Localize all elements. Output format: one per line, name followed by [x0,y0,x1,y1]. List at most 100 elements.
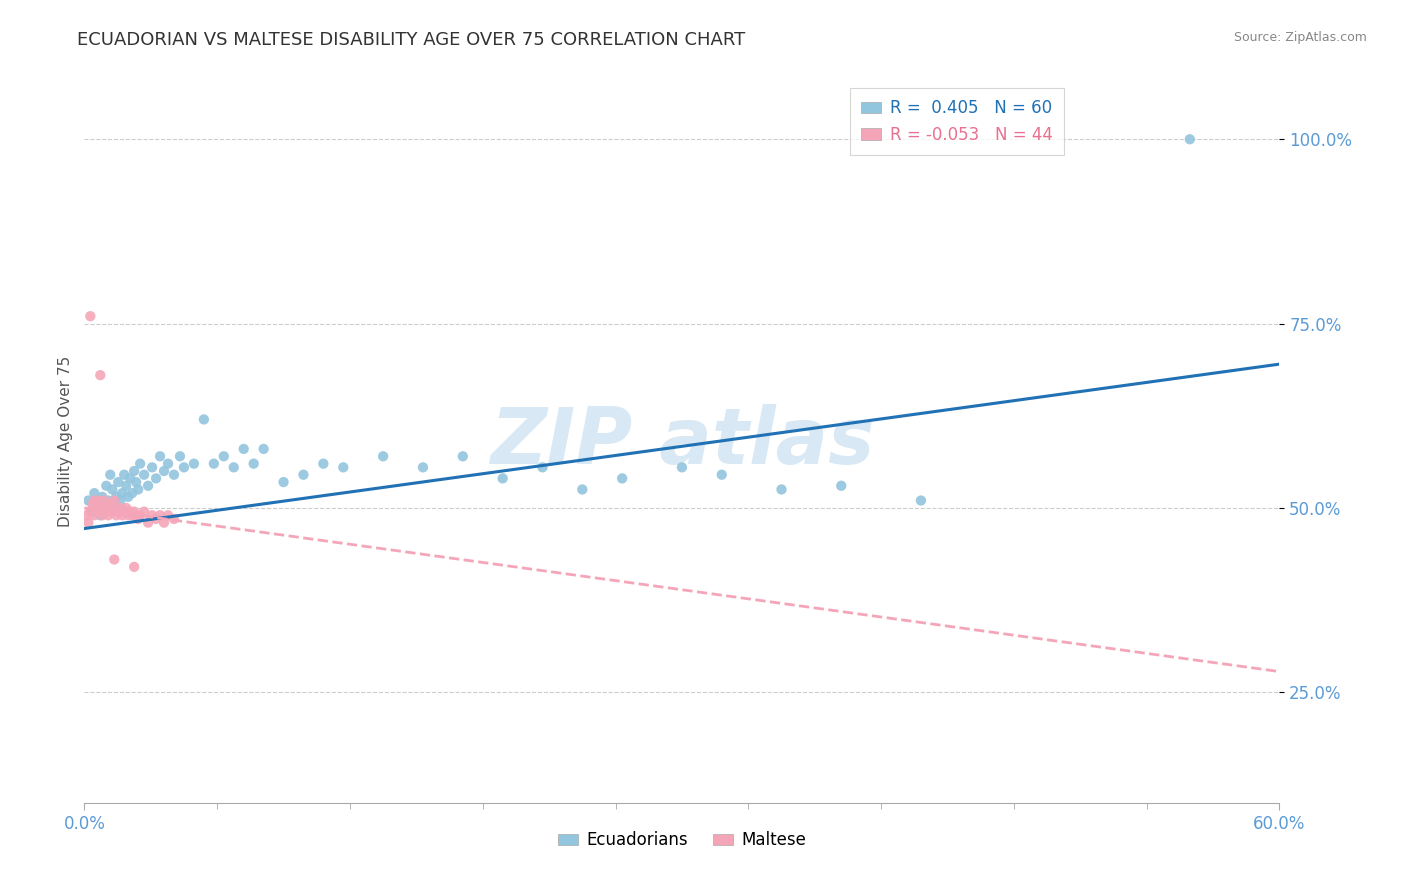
Point [770,483,793,497]
Point [87,497,110,511]
Text: Source: ZipAtlas.com: Source: ZipAtlas.com [1233,31,1367,45]
Point [105,508,128,523]
Point [129,457,152,471]
Point [157,457,180,471]
Point [79,505,101,519]
Point [122,464,145,478]
Point [173,460,195,475]
Point [96,505,118,519]
Point [107,475,129,489]
Point [112,505,135,519]
Point [571,483,593,497]
Y-axis label: Disability Age Over 75: Disability Age Over 75 [58,356,73,527]
Point [242,457,264,471]
Point [93,500,115,515]
Point [122,560,145,574]
Point [710,467,733,482]
Point [103,552,125,566]
Point [89,368,111,383]
Point [153,464,176,478]
Point [93,493,115,508]
Point [87,493,110,508]
Point [97,508,120,523]
Point [83,508,105,523]
Point [96,479,118,493]
Point [115,500,138,515]
Point [98,500,121,515]
Point [671,460,693,475]
Point [292,467,315,482]
Point [103,493,125,508]
Point [451,450,474,464]
Point [115,479,138,493]
Point [129,508,152,523]
Point [1178,132,1201,146]
Point [169,450,191,464]
Point [202,457,225,471]
Point [107,505,129,519]
Text: ZIP atlas: ZIP atlas [489,403,875,480]
Point [163,512,186,526]
Point [120,505,142,519]
Point [157,508,180,523]
Point [145,471,167,485]
Point [79,309,101,323]
Point [98,497,121,511]
Point [136,516,159,530]
Point [86,500,108,515]
Point [98,467,121,482]
Point [132,505,156,519]
Point [101,483,124,497]
Point [136,479,159,493]
Point [141,460,163,475]
Point [273,475,295,489]
Point [145,512,167,526]
Point [77,516,100,530]
Point [122,505,145,519]
Point [125,508,148,523]
Point [89,508,111,523]
Text: ECUADORIAN VS MALTESE DISABILITY AGE OVER 75 CORRELATION CHART: ECUADORIAN VS MALTESE DISABILITY AGE OVE… [77,31,745,49]
Point [111,486,134,500]
Point [531,460,554,475]
Point [120,471,142,485]
Point [103,500,125,515]
Point [110,493,132,508]
Point [127,483,149,497]
Point [373,450,395,464]
Point [121,486,143,500]
Point [412,460,434,475]
Point [105,490,128,504]
Point [83,493,105,508]
Point [153,516,176,530]
Point [77,493,100,508]
Point [91,508,114,523]
Point [111,508,134,523]
Point [82,505,104,519]
Point [232,442,254,456]
Point [97,493,120,508]
Point [83,486,105,500]
Point [117,490,139,504]
Point [125,475,148,489]
Point [222,460,245,475]
Point [141,508,163,523]
Point [112,467,135,482]
Point [193,412,215,426]
Point [910,493,932,508]
Point [93,500,115,515]
Legend: Ecuadorians, Maltese: Ecuadorians, Maltese [551,824,813,856]
Point [492,471,515,485]
Point [332,460,354,475]
Point [149,450,172,464]
Point [87,505,110,519]
Point [117,508,139,523]
Point [75,508,97,523]
Point [612,471,634,485]
Point [212,450,235,464]
Point [91,490,114,504]
Point [183,457,205,471]
Point [253,442,276,456]
Point [127,512,149,526]
Point [89,497,111,511]
